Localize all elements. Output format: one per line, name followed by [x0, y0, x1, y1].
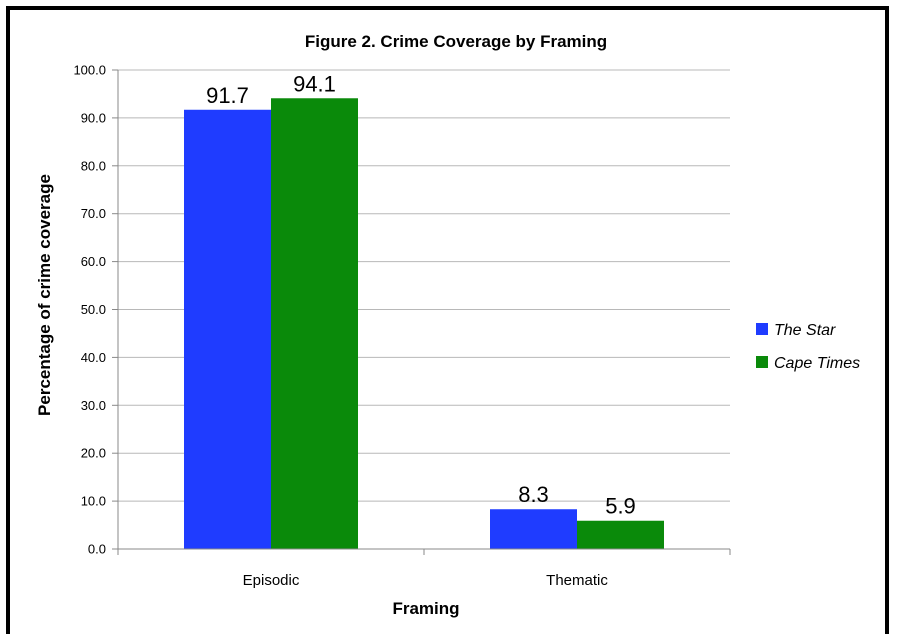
y-tick-label: 90.0 — [81, 110, 106, 125]
data-label: 8.3 — [518, 482, 549, 507]
bar-chart: Figure 2. Crime Coverage by Framing 0.0 1… — [35, 32, 860, 618]
bar — [577, 520, 664, 549]
data-labels: 91.7 94.1 8.3 5.9 — [206, 71, 636, 518]
legend-swatch — [756, 356, 768, 368]
legend-label: Cape Times — [774, 355, 860, 372]
legend-swatch — [756, 323, 768, 335]
bar — [184, 109, 271, 549]
legend: The Star Cape Times — [756, 322, 860, 372]
x-category-label: Thematic — [546, 572, 608, 589]
chart-title: Figure 2. Crime Coverage by Framing — [305, 32, 607, 51]
y-axis-ticks: 0.0 10.0 20.0 30.0 40.0 50.0 60.0 70.0 80.0 90.0 1… — [73, 63, 119, 557]
x-axis: Episodic Thematic — [117, 548, 731, 589]
data-label: 5.9 — [605, 494, 636, 519]
y-tick-label: 80.0 — [81, 158, 106, 173]
y-tick-label: 20.0 — [81, 446, 106, 461]
x-category-label: Episodic — [243, 572, 300, 589]
data-label: 94.1 — [293, 71, 336, 96]
chart-frame: Figure 2. Crime Coverage by Framing 0.0 1… — [6, 6, 889, 634]
data-label: 91.7 — [206, 83, 249, 108]
bars — [184, 98, 664, 550]
y-tick-label: 0.0 — [88, 542, 106, 557]
y-tick-label: 10.0 — [81, 494, 106, 509]
y-tick-label: 60.0 — [81, 254, 106, 269]
y-tick-label: 70.0 — [81, 206, 106, 221]
bar — [490, 509, 577, 549]
bar — [271, 98, 358, 550]
y-tick-label: 50.0 — [81, 302, 106, 317]
legend-label: The Star — [774, 322, 836, 339]
x-axis-title: Framing — [392, 599, 459, 618]
y-axis-title: Percentage of crime coverage — [35, 174, 54, 416]
y-tick-label: 30.0 — [81, 398, 106, 413]
y-tick-label: 40.0 — [81, 350, 106, 365]
y-tick-label: 100.0 — [73, 63, 106, 78]
